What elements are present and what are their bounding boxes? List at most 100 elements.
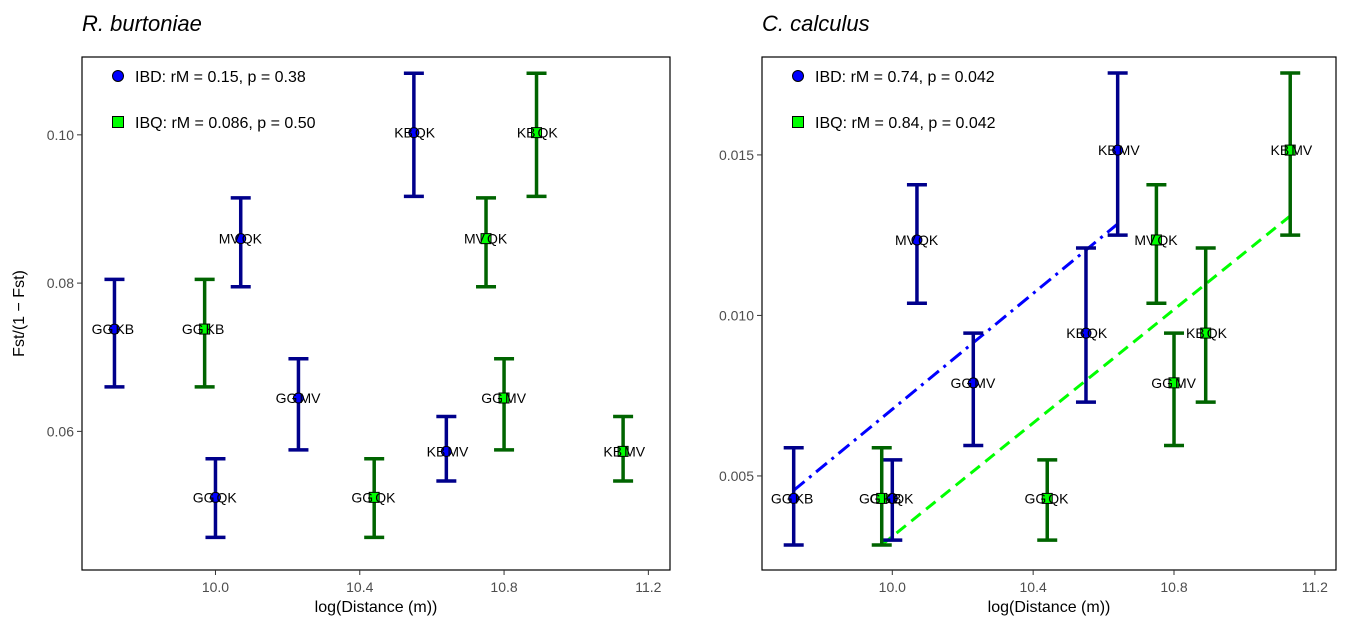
point-label-left: MV <box>219 231 241 247</box>
data-point <box>292 392 304 404</box>
x-tick-label: 10.0 <box>879 579 906 595</box>
point-label-left: GG <box>193 489 215 505</box>
x-tick-label: 10.8 <box>1160 579 1187 595</box>
legend: IBD: rM = 0.15, p = 0.38 IBQ: rM = 0.086,… <box>112 69 316 132</box>
y-tick-label: 0.08 <box>47 275 74 291</box>
data-point <box>108 323 120 335</box>
data-point <box>209 491 221 503</box>
y-tick-label: 0.005 <box>719 468 754 484</box>
data-point <box>1041 492 1053 504</box>
x-axis-label: log(Distance (m)) <box>315 599 438 616</box>
plot-border <box>81 56 671 571</box>
data-point <box>876 492 888 504</box>
y-axis-label: Fst/(1 − Fst) <box>11 270 28 357</box>
point-label-left: MV <box>1134 232 1156 248</box>
point-label-left: KB <box>427 443 446 459</box>
point-label-right: QK <box>415 125 436 141</box>
point-label-right: KB <box>795 490 814 506</box>
y-tick-label: 0.015 <box>719 147 754 163</box>
point-label-right: QK <box>1207 325 1228 341</box>
data-point <box>1112 144 1124 156</box>
y-tick-label: 0.010 <box>719 307 754 323</box>
point-label-right: MV <box>624 443 646 459</box>
data-point <box>1080 327 1092 339</box>
point-label-right: MV <box>1119 142 1141 158</box>
point-label-right: KB <box>883 490 902 506</box>
data-point <box>911 234 923 246</box>
point-label-left: GG <box>92 321 114 337</box>
x-tick-label: 10.0 <box>202 579 229 595</box>
point-label-right: QK <box>918 232 939 248</box>
point-label-left: KB <box>1066 325 1085 341</box>
point-label-left: GG <box>951 375 973 391</box>
point-label-right: MV <box>1291 142 1313 158</box>
x-tick-label: 10.8 <box>490 579 517 595</box>
data-point <box>617 445 629 457</box>
chart-panel-1: R. burtoniae 10.0 10.4 10.8 11.2 0.06 0.08 0.10… <box>11 11 671 616</box>
point-label-right: QK <box>1087 325 1108 341</box>
point-label-right: MV <box>1175 375 1197 391</box>
point-label-left: GG <box>859 490 881 506</box>
point-label-left: KB <box>1271 142 1290 158</box>
data-point <box>1168 377 1180 389</box>
chart-title: C. calculus <box>762 11 870 36</box>
point-label-right: MV <box>299 390 321 406</box>
point-label-left: GG <box>276 390 298 406</box>
point-label-right: MV <box>447 443 469 459</box>
data-point <box>967 377 979 389</box>
point-label-right: MV <box>505 390 527 406</box>
point-label-right: QK <box>216 489 237 505</box>
data-point <box>408 127 420 139</box>
point-label-right: QK <box>242 231 263 247</box>
data-point <box>440 445 452 457</box>
point-label-right: QK <box>1048 490 1069 506</box>
point-label-left: GG <box>1151 375 1173 391</box>
x-tick-label: 11.2 <box>635 579 661 595</box>
y-tick-label: 0.06 <box>47 423 74 439</box>
point-label-right: KB <box>206 321 225 337</box>
point-label-left: KB <box>603 443 622 459</box>
data-point <box>531 127 543 139</box>
legend-entry: IBD: rM = 0.74, p = 0.042 <box>815 69 995 86</box>
point-label-right: KB <box>115 321 134 337</box>
plot-border <box>761 56 1337 571</box>
data-point <box>199 323 211 335</box>
data-point <box>1284 144 1296 156</box>
point-label-left: MV <box>895 232 917 248</box>
point-label-right: MV <box>974 375 996 391</box>
data-point <box>886 492 898 504</box>
legend-key <box>112 70 124 82</box>
point-label-right: QK <box>893 490 914 506</box>
point-label-left: KB <box>517 125 536 141</box>
legend-key <box>792 116 804 128</box>
chart-panel-2: C. calculus 10.0 10.4 10.8 11.2 0.005 0.010 0.0… <box>719 11 1337 616</box>
data-point <box>1200 327 1212 339</box>
point-label-left: GG <box>1024 490 1046 506</box>
chart-title: R. burtoniae <box>82 11 202 36</box>
point-label-right: QK <box>538 125 559 141</box>
legend-entry: IBD: rM = 0.15, p = 0.38 <box>135 69 306 86</box>
point-label-right: QK <box>1157 232 1178 248</box>
data-point <box>368 491 380 503</box>
point-label-right: QK <box>375 489 396 505</box>
x-tick-label: 11.2 <box>1302 579 1328 595</box>
point-label-left: KB <box>1186 325 1205 341</box>
data-point <box>498 392 510 404</box>
point-label-right: QK <box>487 231 508 247</box>
data-point <box>235 233 247 245</box>
legend-entry: IBQ: rM = 0.086, p = 0.50 <box>135 115 316 132</box>
x-tick-label: 10.4 <box>346 579 373 595</box>
legend-key <box>792 70 804 82</box>
point-label-left: KB <box>1098 142 1117 158</box>
trend-line-ibq <box>880 214 1292 547</box>
data-point <box>480 233 492 245</box>
point-label-left: MV <box>464 231 486 247</box>
data-point <box>788 492 800 504</box>
point-label-left: GG <box>771 490 793 506</box>
x-tick-label: 10.4 <box>1020 579 1047 595</box>
legend-entry: IBQ: rM = 0.84, p = 0.042 <box>815 115 996 132</box>
x-axis-label: log(Distance (m)) <box>988 599 1111 616</box>
